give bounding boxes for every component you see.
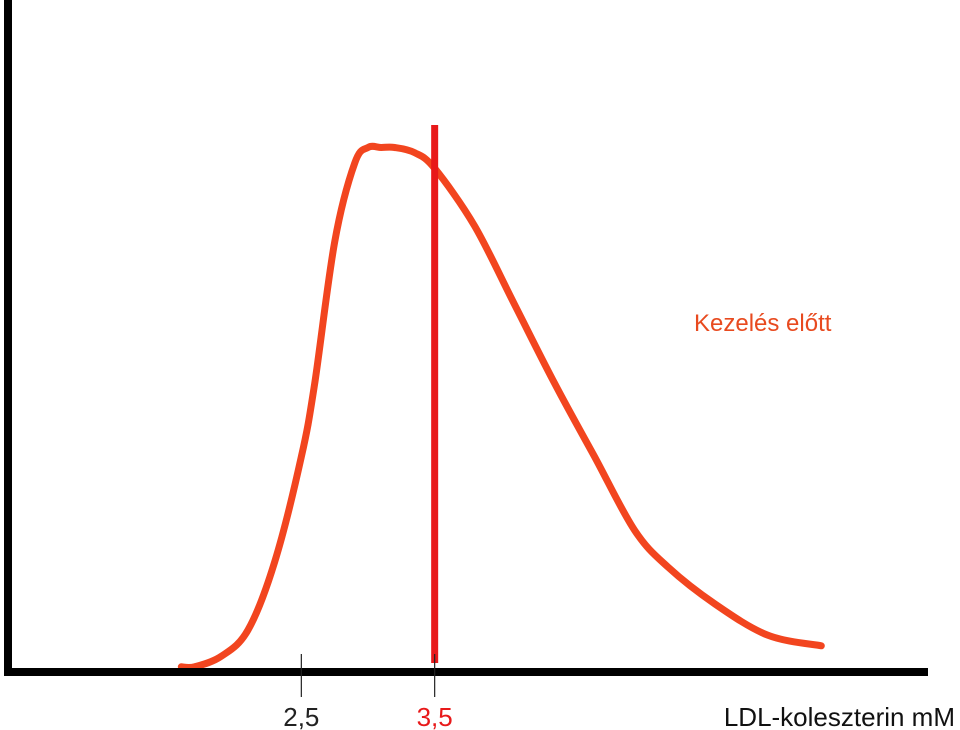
series-label: Kezelés előtt (694, 310, 832, 337)
x-tick-label: 2,5 (283, 702, 319, 730)
series-line-kezeles-elott (177, 142, 825, 672)
x-axis-title: LDL-koleszterin mM (724, 702, 955, 730)
x-tick-label: 3,5 (417, 702, 453, 730)
